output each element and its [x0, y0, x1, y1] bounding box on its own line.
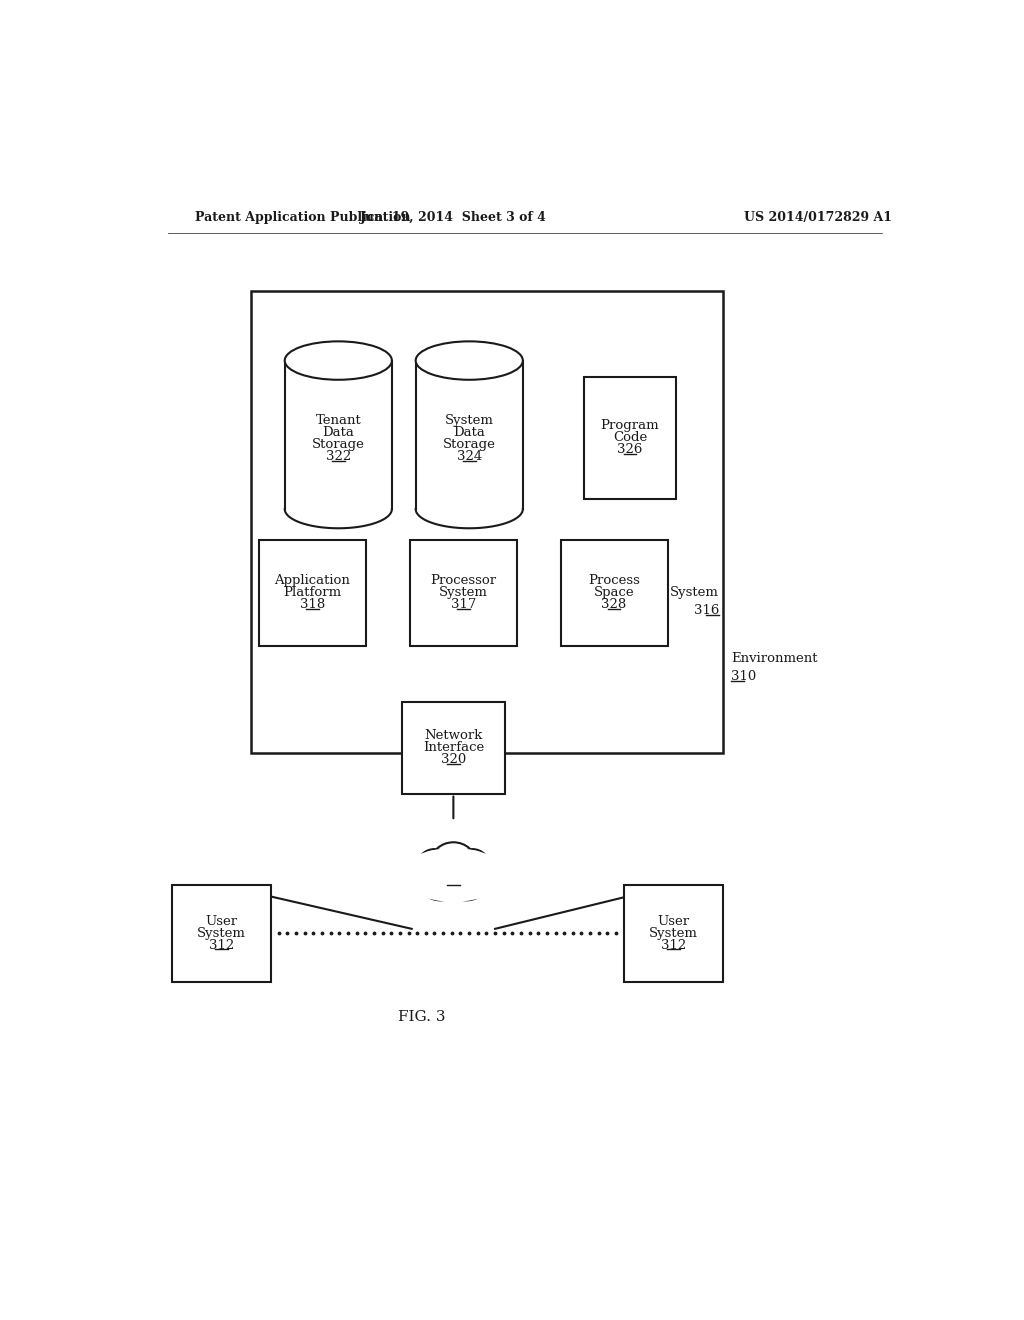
Text: System: System	[439, 586, 487, 599]
Text: Data: Data	[323, 426, 354, 440]
Text: System: System	[444, 414, 494, 426]
Text: 310: 310	[731, 671, 757, 684]
Text: Application: Application	[274, 574, 350, 587]
Text: 312: 312	[209, 939, 233, 952]
Ellipse shape	[467, 862, 500, 894]
Bar	[285, 360, 392, 510]
Ellipse shape	[417, 849, 453, 886]
Text: Storage: Storage	[312, 438, 365, 451]
Ellipse shape	[455, 849, 490, 886]
Text: Tenant: Tenant	[315, 414, 361, 426]
Text: System: System	[197, 927, 246, 940]
Text: FIG. 3: FIG. 3	[398, 1010, 445, 1024]
Bar	[172, 886, 270, 982]
Text: User: User	[657, 915, 689, 928]
Text: 322: 322	[326, 450, 351, 463]
Bar	[560, 540, 668, 647]
Text: Data: Data	[454, 426, 485, 440]
Text: Code: Code	[612, 432, 647, 445]
Text: Storage: Storage	[442, 438, 496, 451]
Text: 324: 324	[457, 450, 482, 463]
Bar	[624, 886, 723, 982]
Text: System: System	[671, 586, 719, 599]
Bar	[251, 290, 723, 752]
Ellipse shape	[431, 842, 476, 883]
Text: US 2014/0172829 A1: US 2014/0172829 A1	[744, 211, 893, 224]
Ellipse shape	[399, 849, 507, 902]
Text: 314: 314	[440, 874, 466, 887]
Bar	[259, 540, 367, 647]
Text: Program: Program	[601, 420, 659, 433]
Ellipse shape	[416, 342, 523, 380]
Text: Environment: Environment	[731, 652, 817, 665]
Text: Interface: Interface	[423, 742, 484, 755]
Text: Jun. 19, 2014  Sheet 3 of 4: Jun. 19, 2014 Sheet 3 of 4	[360, 211, 547, 224]
Ellipse shape	[421, 871, 460, 900]
Text: System: System	[649, 927, 698, 940]
Text: Process: Process	[588, 574, 640, 587]
Text: 320: 320	[440, 754, 466, 767]
Text: 312: 312	[660, 939, 686, 952]
Text: 328: 328	[601, 598, 627, 611]
Text: 317: 317	[451, 598, 476, 611]
Text: Network: Network	[424, 862, 482, 875]
Text: 316: 316	[694, 605, 719, 618]
Text: Patent Application Publication: Patent Application Publication	[196, 211, 411, 224]
Text: Platform: Platform	[284, 586, 342, 599]
Bar	[416, 360, 523, 510]
Bar	[585, 378, 676, 499]
Text: 318: 318	[300, 598, 326, 611]
Text: User: User	[205, 915, 238, 928]
Bar	[410, 540, 517, 647]
Ellipse shape	[391, 838, 516, 912]
Ellipse shape	[407, 862, 440, 894]
Text: Space: Space	[594, 586, 635, 599]
Text: 326: 326	[617, 444, 643, 457]
Ellipse shape	[447, 871, 485, 900]
Bar	[401, 702, 505, 793]
Text: Processor: Processor	[430, 574, 497, 587]
Text: Network: Network	[424, 730, 482, 742]
Ellipse shape	[285, 342, 392, 380]
